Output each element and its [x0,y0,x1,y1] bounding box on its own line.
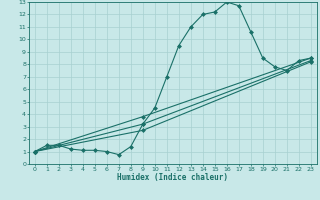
X-axis label: Humidex (Indice chaleur): Humidex (Indice chaleur) [117,173,228,182]
